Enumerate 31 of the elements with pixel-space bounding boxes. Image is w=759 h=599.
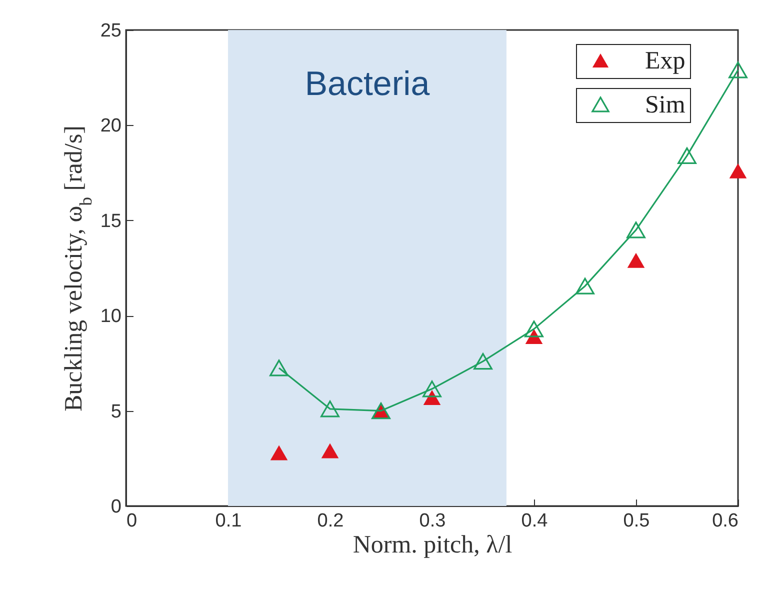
point xyxy=(422,380,442,398)
point xyxy=(270,445,288,460)
y-tick-label: 5 xyxy=(110,401,122,422)
point xyxy=(678,147,696,164)
point xyxy=(728,62,748,78)
x-tick-label: 0.2 xyxy=(317,510,344,532)
point xyxy=(320,400,340,418)
point xyxy=(423,390,441,405)
x-tick-label: 0.6 xyxy=(712,510,738,532)
point xyxy=(576,278,594,294)
x-tick-label: 0.4 xyxy=(521,510,548,532)
point xyxy=(627,252,645,268)
point xyxy=(626,222,646,238)
x-tick-label: 0.5 xyxy=(623,510,650,532)
x-tick-label: 0.1 xyxy=(215,510,242,532)
legend-label: Sim xyxy=(645,92,686,118)
point xyxy=(474,352,492,370)
x-axis-title: Norm. pitch, λ/l xyxy=(352,532,512,558)
x-tick-label: 0 xyxy=(126,510,138,532)
x-tick-label: 0.3 xyxy=(419,510,446,532)
y-tick-label: 25 xyxy=(100,20,122,42)
point xyxy=(729,163,747,178)
point xyxy=(524,320,544,338)
point xyxy=(270,360,288,376)
point xyxy=(321,443,339,458)
y-tick-label: 20 xyxy=(100,116,122,137)
legend-label: Exp xyxy=(645,48,686,74)
y-tick-label: 10 xyxy=(100,306,122,328)
y-tick-label: 15 xyxy=(100,210,122,232)
y-tick-label: 0 xyxy=(110,496,122,518)
band-label: Bacteria xyxy=(304,65,430,103)
